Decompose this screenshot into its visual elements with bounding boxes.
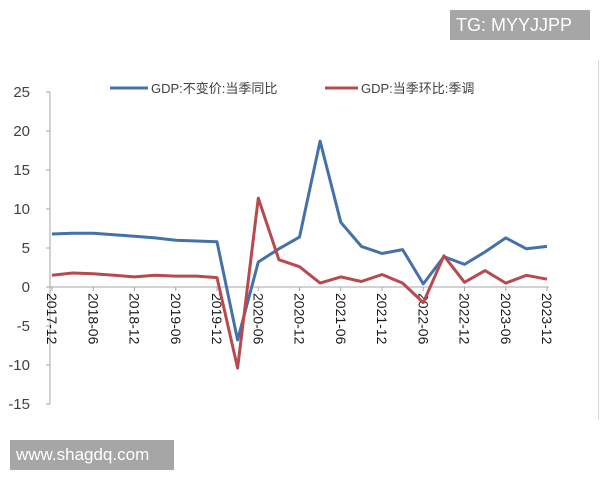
series-line-2 [51, 196, 548, 370]
legend: GDP:不变价:当季同比 GDP:当季环比:季调 [110, 81, 474, 96]
y-tick-label: -15 [8, 396, 30, 413]
legend-label-series-2: GDP:当季环比:季调 [361, 81, 474, 96]
y-tick-label: 0 [22, 279, 30, 296]
y-tick-label: 25 [13, 84, 30, 101]
y-axis: 25 20 15 10 5 0 -5 -10 -15 [8, 84, 51, 413]
y-tick-label: 15 [13, 162, 30, 179]
y-tick-label: 10 [13, 201, 30, 218]
x-tick-label: 2019-12 [209, 293, 225, 345]
x-tick-label: 2020-06 [250, 293, 266, 345]
plot-area [51, 139, 548, 370]
x-tick-label: 2022-06 [415, 293, 431, 345]
x-tick-label: 2020-12 [292, 293, 308, 345]
y-tick-label: -5 [17, 318, 30, 335]
x-tick-label: 2021-06 [333, 293, 349, 345]
x-axis: 2017-12 2018-06 2018-12 2019-06 2019-12 2020-… [44, 286, 555, 345]
x-tick-label: 2023-12 [539, 293, 555, 345]
y-tick-label: -10 [8, 357, 30, 374]
x-tick-label: 2018-12 [127, 293, 143, 345]
y-tick-label: 5 [22, 240, 30, 257]
x-tick-label: 2019-06 [168, 293, 184, 345]
x-tick-label: 2018-06 [85, 293, 101, 345]
x-tick-label: 2023-06 [498, 293, 514, 345]
x-tick-label: 2021-12 [374, 293, 390, 345]
chart-frame-edge [598, 60, 599, 420]
legend-label-series-1: GDP:不变价:当季同比 [151, 81, 277, 96]
series-line-1 [51, 139, 548, 342]
watermark-top: TG: MYYJJPP [450, 10, 590, 40]
x-tick-label: 2022-12 [457, 293, 473, 345]
x-tick-label: 2017-12 [44, 293, 60, 345]
y-tick-label: 20 [13, 123, 30, 140]
watermark-bottom: www.shagdq.com [10, 440, 174, 470]
